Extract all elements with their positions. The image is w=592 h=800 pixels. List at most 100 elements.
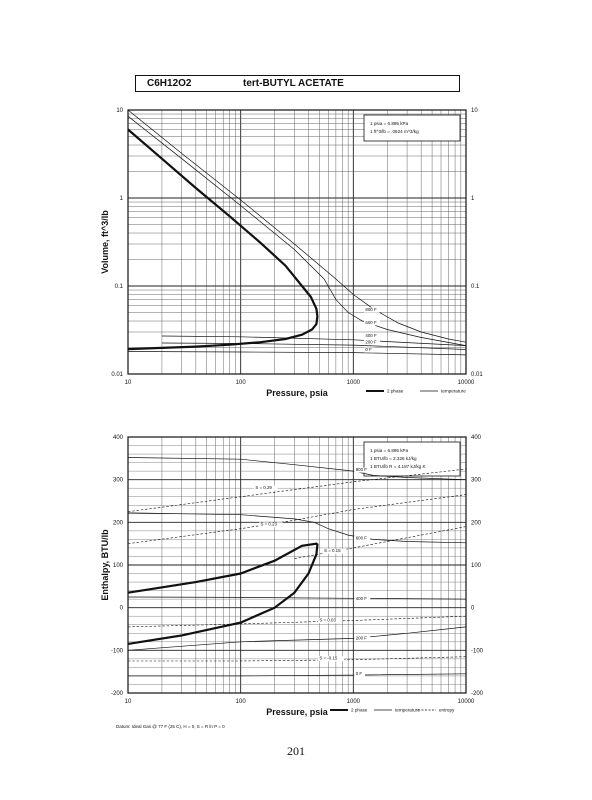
temperature-line (128, 673, 467, 677)
y-tick-label-left: -200 (111, 691, 124, 697)
curve-label: 400 F (365, 333, 377, 338)
y-tick-label-right: -100 (471, 648, 484, 654)
x-axis-label: Pressure, psia (266, 388, 329, 398)
curve-label-bg (363, 320, 380, 326)
y-tick-label-left: 100 (113, 563, 124, 569)
y-tick-label-left: 1 (120, 196, 124, 202)
curve-label: 200 F (356, 636, 368, 641)
curve-label: S = 0.15 (324, 548, 341, 553)
entropy-line (127, 494, 467, 544)
x-tick-label: 1000 (347, 699, 361, 705)
curve-label: 600 F (356, 535, 368, 540)
x-tick-label: 1000 (347, 380, 361, 386)
x-tick-label: 100 (236, 380, 247, 386)
conversion-box (363, 114, 461, 142)
two-phase-curve (127, 542, 319, 645)
curve-label-bg (354, 671, 366, 677)
conversion-text: 1 ft^3/lb = .0624 m^3/kg (370, 129, 419, 134)
chemical-name: tert-BUTYL ACETATE (243, 78, 344, 89)
curve-label: 600 F (365, 320, 377, 325)
curve-label-bg (354, 636, 371, 642)
entropy-line (294, 526, 467, 559)
y-tick-label-left: 0.1 (115, 284, 124, 290)
curve-label-bg (363, 340, 380, 346)
title-box: C6H12O2 tert-BUTYL ACETATE (135, 75, 460, 92)
two-phase-curve (127, 128, 319, 351)
curve-label-bg (317, 656, 345, 662)
y-tick-label-left: 0.01 (111, 372, 123, 378)
curve-label-bg (259, 522, 283, 528)
y-tick-label-left: 400 (113, 435, 124, 441)
legend-label: 2 phase (351, 708, 368, 713)
curve-label-bg (253, 485, 278, 491)
y-tick-label-right: 10 (471, 108, 478, 114)
y-axis-label: Enthalpy, BTU/lb (100, 529, 110, 601)
plot-frame (127, 436, 467, 694)
entropy-line (127, 615, 467, 628)
temperature-line (127, 596, 467, 600)
curve-label: 400 F (356, 596, 368, 601)
curve-label-bg (363, 347, 375, 353)
temperature-line (127, 626, 467, 651)
plot-frame (127, 109, 467, 375)
curve-label: 0 F (365, 347, 372, 352)
y-tick-label-right: 100 (471, 563, 482, 569)
x-tick-label: 10000 (458, 380, 475, 386)
y-tick-label-right: 0.01 (471, 372, 483, 378)
y-tick-label-right: 0 (471, 606, 475, 612)
x-tick-label: 100 (236, 699, 247, 705)
curve-label: 800 F (365, 307, 377, 312)
x-tick-label: 10000 (458, 699, 475, 705)
y-tick-label-right: -200 (471, 691, 484, 697)
temperature-line (127, 457, 467, 481)
entropy-line (128, 656, 467, 662)
curve-label-bg (363, 333, 380, 339)
curve-label-bg (322, 548, 347, 554)
curve-label-bg (363, 307, 380, 313)
curve-label: 200 F (365, 340, 377, 345)
temperature-line (127, 512, 467, 544)
curve-label: 0 F (356, 671, 363, 676)
legend-label: temperature (395, 708, 420, 713)
conversion-box (363, 441, 461, 477)
y-tick-label-left: 200 (113, 520, 124, 526)
y-tick-label-right: 0.1 (471, 284, 480, 290)
page-number: 201 (287, 744, 305, 758)
y-tick-label-left: 300 (113, 478, 124, 484)
conversion-text: 1 psia = 6.895 kPa (370, 121, 409, 126)
temperature-line (161, 335, 467, 346)
y-tick-label-right: 400 (471, 435, 482, 441)
y-tick-label-left: 0 (120, 606, 124, 612)
legend-label: 2 phase (387, 389, 404, 394)
curve-label-bg (354, 596, 371, 602)
curve-label-bg (354, 535, 371, 541)
chart-2 (127, 436, 467, 711)
legend-label: temperature (441, 389, 466, 394)
curve-label-bg (317, 618, 342, 624)
conversion-text: 1 BTU/lb R = 4.187 kJ/kg K (370, 464, 426, 469)
datum-footnote: Datum: Ideal Gas @ 77 F (25 C), H = 0, S… (116, 724, 225, 729)
x-axis-label: Pressure, psia (266, 707, 329, 717)
curve-label: 800 F (356, 467, 368, 472)
conversion-text: 1 psia = 6.895 kPa (370, 448, 409, 453)
entropy-line (127, 468, 467, 512)
chart-1 (127, 109, 467, 392)
curve-label: S = -0.15 (319, 656, 337, 661)
temperature-line (127, 351, 467, 356)
y-tick-label-left: -100 (111, 648, 124, 654)
y-tick-label-right: 1 (471, 196, 475, 202)
curve-label: S = 0.23 (261, 522, 278, 527)
temperature-line (161, 342, 467, 350)
conversion-text: 1 BTU/lb = 2.326 kJ/kg (370, 456, 417, 461)
chemical-formula: C6H12O2 (147, 78, 192, 89)
x-tick-label: 10 (125, 699, 132, 705)
y-tick-label-right: 200 (471, 520, 482, 526)
y-tick-label-left: 10 (116, 108, 123, 114)
curve-label: S = 0.03 (319, 618, 336, 623)
curve-label-bg (354, 467, 371, 473)
y-tick-label-right: 300 (471, 478, 482, 484)
curve-label: S = 0.29 (255, 485, 272, 490)
x-tick-label: 10 (125, 380, 132, 386)
temperature-line (127, 109, 467, 343)
